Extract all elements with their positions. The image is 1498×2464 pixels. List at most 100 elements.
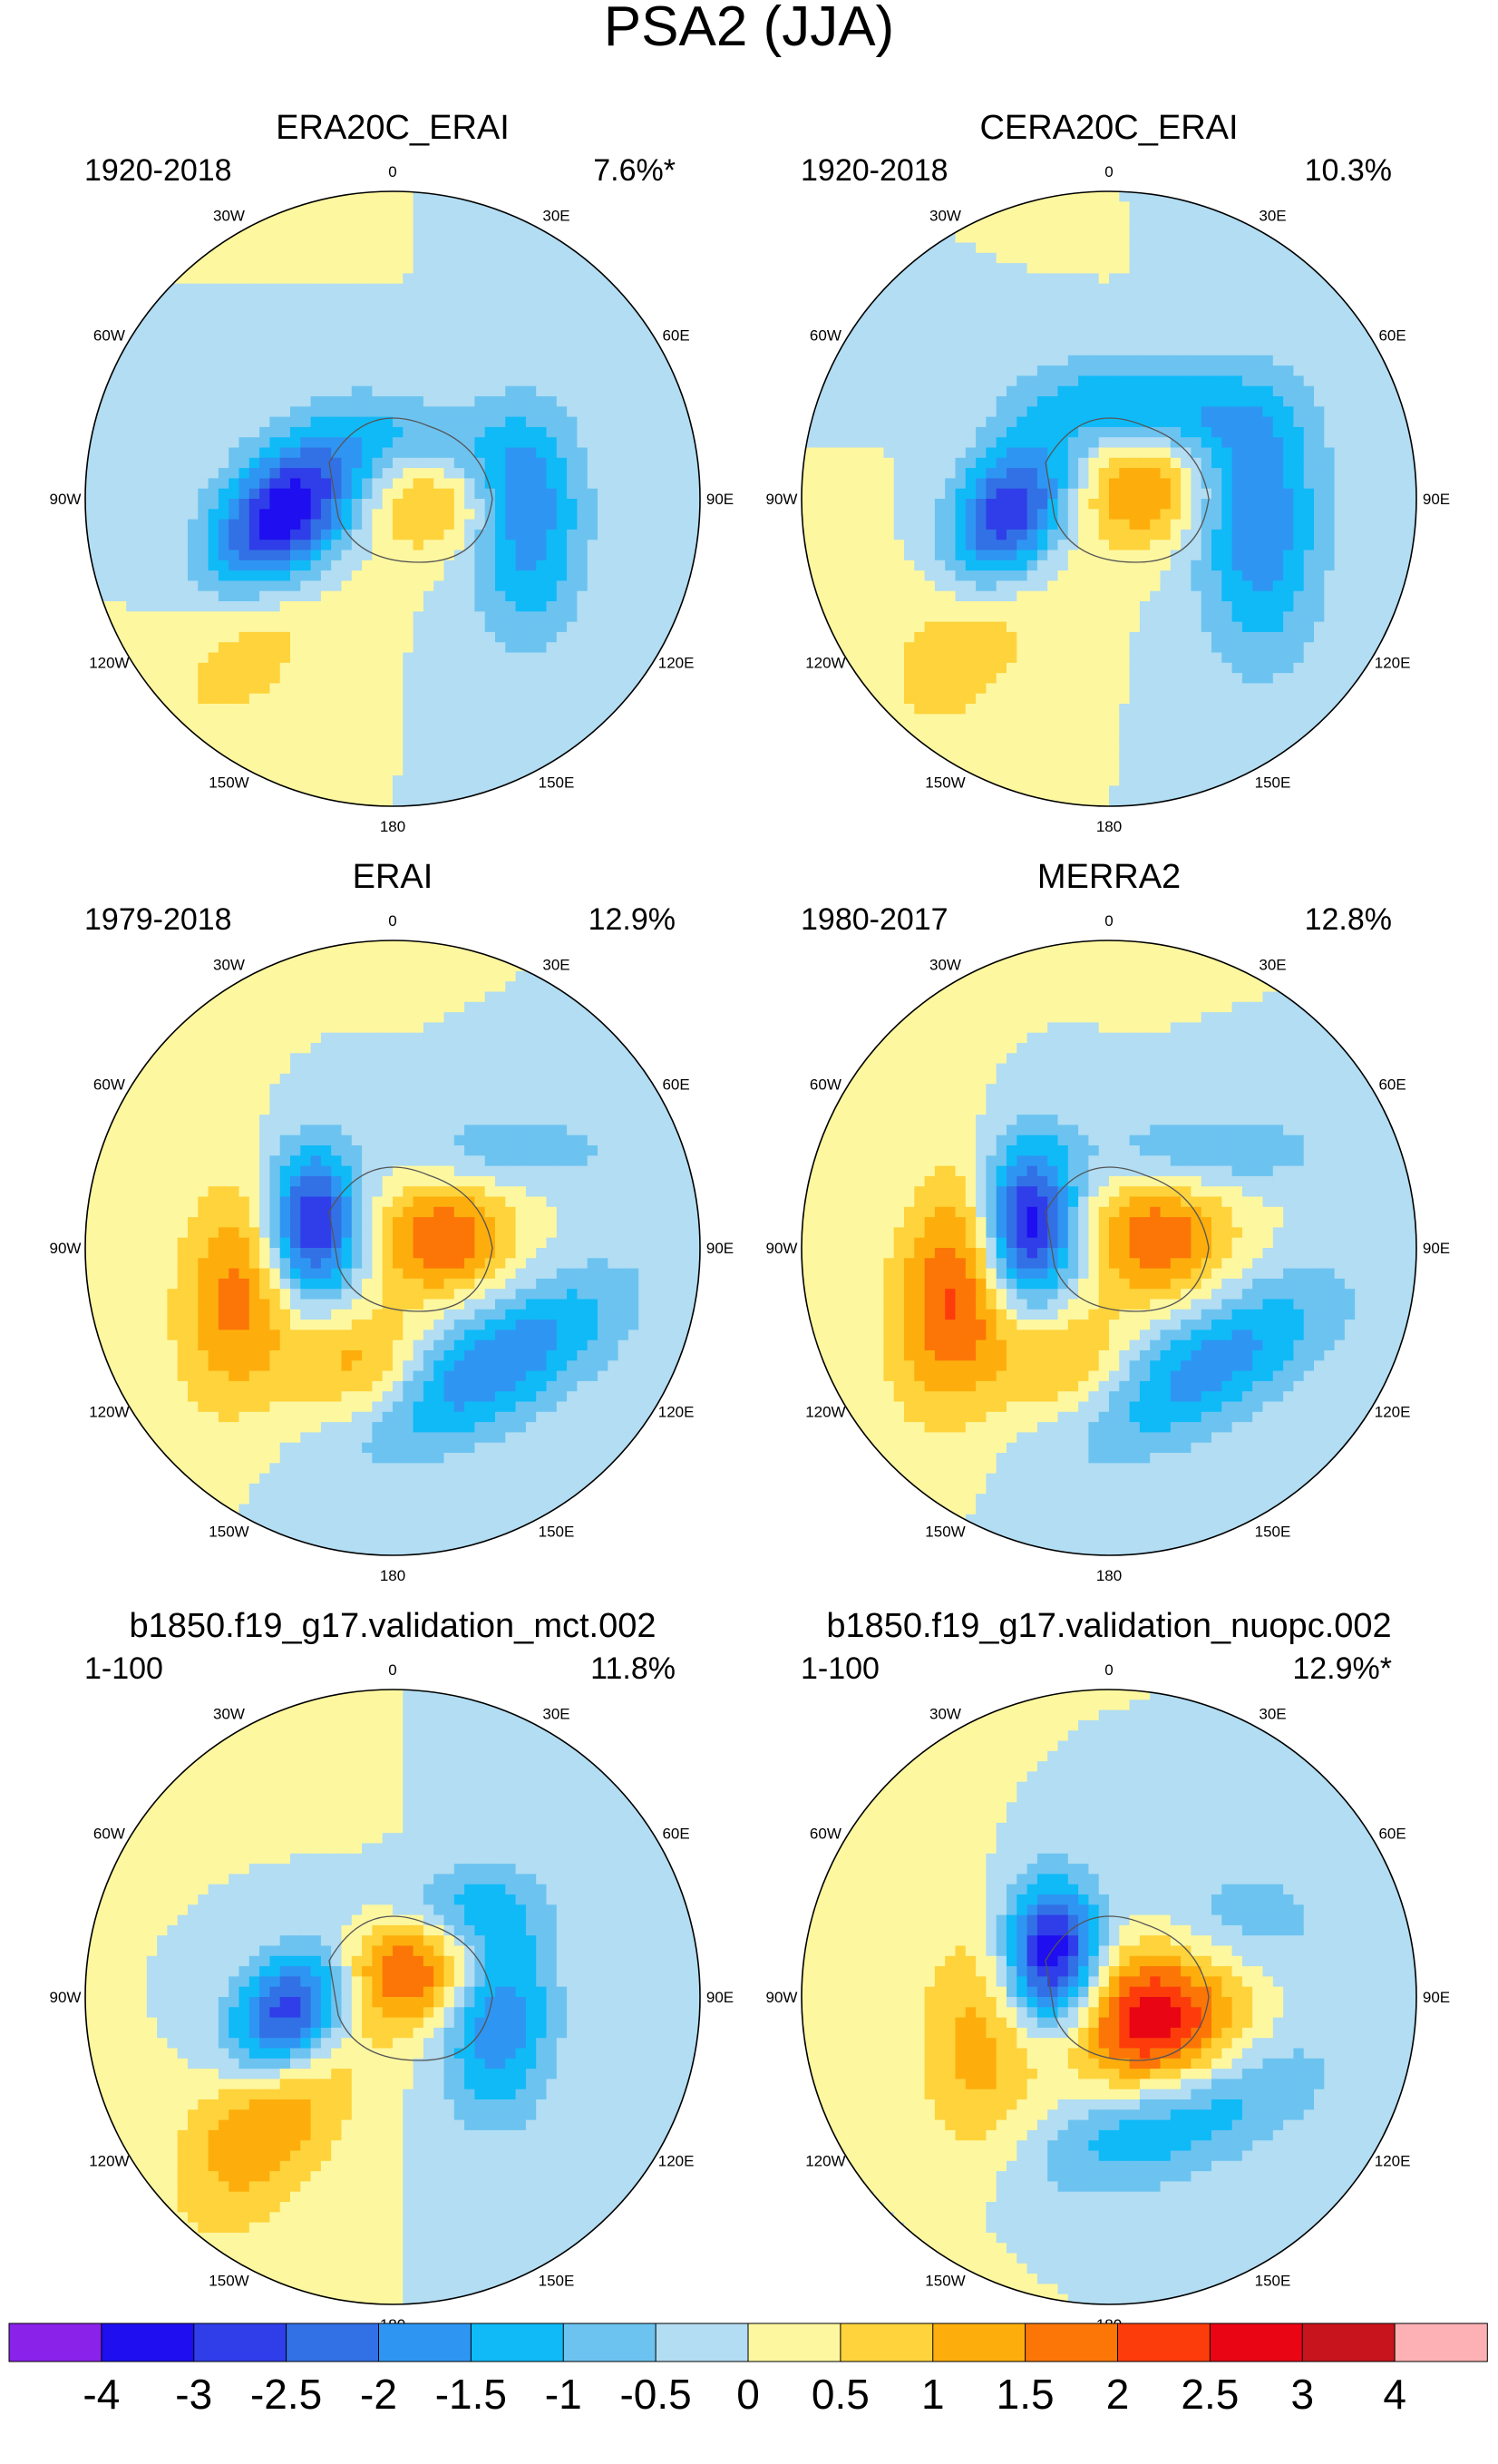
field-cell: [648, 457, 660, 469]
field-cell: [300, 232, 312, 244]
field-cell: [1007, 437, 1017, 449]
field-cell: [525, 252, 537, 264]
field-cell: [976, 488, 987, 500]
field-cell: [157, 416, 168, 428]
field-cell: [1406, 478, 1416, 490]
field-cell: [300, 375, 312, 387]
field-cell: [986, 447, 997, 459]
field-cell: [505, 529, 517, 541]
field-cell: [1170, 488, 1182, 500]
field-cell: [567, 662, 578, 674]
field-cell: [986, 570, 997, 581]
field-cell: [443, 355, 455, 366]
field-cell: [95, 447, 107, 459]
field-cell: [1283, 355, 1294, 366]
field-cell: [1170, 509, 1182, 521]
field-cell: [1067, 211, 1079, 223]
field-cell: [372, 673, 384, 684]
field-cell: [1375, 540, 1386, 551]
field-cell: [177, 468, 189, 479]
field-cell: [229, 745, 240, 756]
field-cell: [484, 468, 496, 479]
field-cell: [413, 406, 424, 418]
field-cell: [556, 550, 568, 561]
field-cell: [259, 324, 270, 336]
field-cell: [536, 642, 548, 654]
field-cell: [1191, 540, 1202, 551]
field-cell: [248, 396, 260, 407]
field-cell: [1109, 263, 1120, 274]
field-cell: [229, 529, 240, 541]
field-cell: [1241, 426, 1253, 438]
field-cell: [914, 345, 926, 356]
field-cell: [515, 540, 527, 551]
field-cell: [453, 693, 465, 705]
field-cell: [862, 499, 874, 510]
field-cell: [1119, 478, 1131, 490]
field-cell: [1181, 509, 1192, 521]
field-cell: [495, 509, 506, 521]
field-cell: [567, 488, 578, 500]
field-cell: [1119, 519, 1131, 531]
field-cell: [1067, 191, 1079, 202]
field-cell: [136, 335, 148, 346]
field-cell: [1365, 406, 1376, 418]
field-cell: [934, 385, 946, 397]
field-cell: [1007, 335, 1017, 346]
field-cell: [1191, 468, 1202, 479]
field-cell: [1324, 345, 1336, 356]
field-cell: [986, 416, 997, 428]
field-cell: [1272, 263, 1284, 274]
field-cell: [433, 294, 445, 305]
field-cell: [525, 519, 537, 531]
field-cell: [279, 745, 291, 756]
field-cell: [505, 437, 517, 449]
field-cell: [1139, 396, 1151, 407]
field-cell: [484, 745, 496, 756]
field-cell: [259, 704, 270, 715]
field-cell: [474, 375, 486, 387]
field-cell: [443, 478, 455, 490]
field-cell: [433, 519, 445, 531]
field-cell: [638, 509, 650, 521]
field-cell: [362, 201, 373, 213]
field-cell: [300, 385, 312, 397]
field-cell: [1181, 314, 1192, 326]
field-cell: [556, 242, 568, 254]
field-cell: [556, 704, 568, 715]
field-cell: [1314, 294, 1325, 305]
field-cell: [443, 755, 455, 766]
field-cell: [934, 437, 946, 449]
field-cell: [618, 304, 629, 316]
field-cell: [188, 355, 199, 366]
field-cell: [1047, 355, 1059, 366]
field-cell: [1221, 314, 1233, 326]
field-cell: [1191, 252, 1202, 264]
field-cell: [403, 704, 414, 715]
field-cell: [658, 385, 670, 397]
field-cell: [331, 396, 343, 407]
field-cell: [1007, 499, 1017, 510]
field-cell: [1181, 447, 1192, 459]
field-cell: [1355, 560, 1367, 571]
field-cell: [842, 529, 854, 541]
field-cell: [310, 765, 322, 776]
field-cell: [218, 499, 229, 510]
field-cell: [536, 734, 548, 745]
field-cell: [259, 447, 270, 459]
field-cell: [648, 580, 660, 592]
field-cell: [862, 560, 874, 571]
field-cell: [310, 437, 322, 449]
field-cell: [115, 580, 127, 592]
field-cell: [627, 416, 639, 428]
field-cell: [1109, 294, 1120, 305]
field-cell: [1088, 447, 1100, 459]
field-cell: [248, 242, 260, 254]
field-cell: [1078, 488, 1089, 500]
field-cell: [382, 406, 394, 418]
field-cell: [115, 509, 127, 521]
field-cell: [842, 355, 854, 366]
field-cell: [413, 457, 424, 469]
field-cell: [362, 724, 373, 735]
field-cell: [976, 314, 987, 326]
